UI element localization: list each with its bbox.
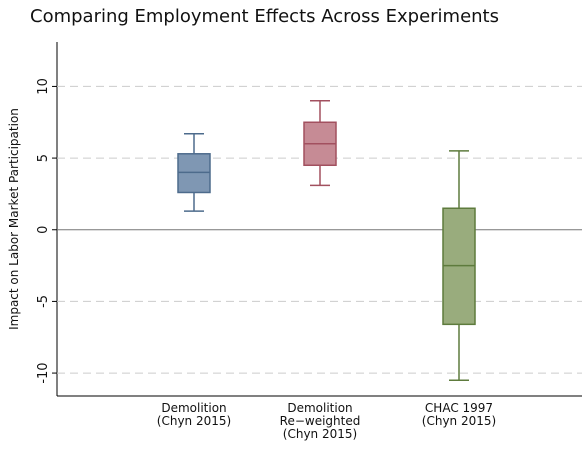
x-tick-label: Demolition [287,401,352,415]
y-tick-label: 10 [36,78,51,95]
x-tick-label: (Chyn 2015) [283,427,357,441]
y-axis-label: Impact on Labor Market Participation [7,108,21,330]
y-tick-label: -5 [36,295,51,308]
x-tick-label: Re−weighted [280,414,361,428]
chart-title: Comparing Employment Effects Across Expe… [30,6,499,27]
y-tick-label: -10 [36,362,51,383]
x-tick-label: Demolition [161,401,226,415]
y-tick-label: 0 [36,226,51,234]
y-tick-label: 5 [36,154,51,162]
x-tick-label: (Chyn 2015) [157,414,231,428]
x-tick-label: CHAC 1997 [425,401,493,415]
x-tick-label: (Chyn 2015) [422,414,496,428]
